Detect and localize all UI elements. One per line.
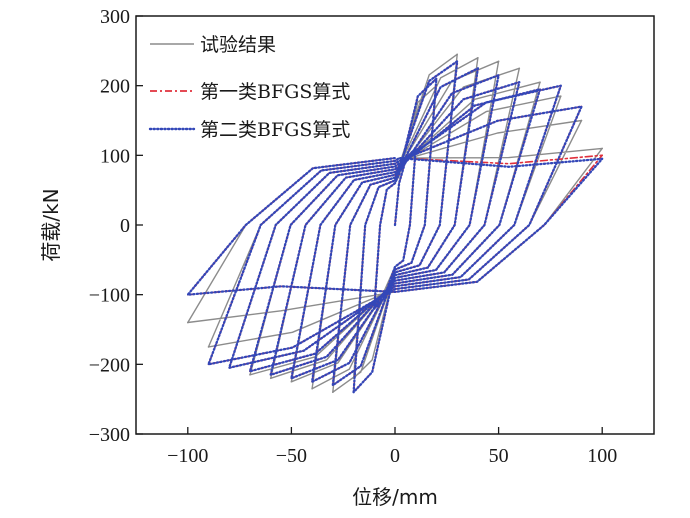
x-tick-label: −50 bbox=[276, 445, 307, 467]
peak-point bbox=[497, 60, 500, 63]
peak-point bbox=[601, 147, 603, 150]
y-tick-label: 300 bbox=[100, 6, 130, 28]
y-tick-label: −100 bbox=[89, 285, 130, 307]
valley-point bbox=[373, 307, 376, 310]
valley-point bbox=[290, 377, 293, 380]
peak-point bbox=[601, 158, 603, 160]
valley-point bbox=[249, 370, 251, 373]
peak-point bbox=[477, 67, 479, 70]
valley-point bbox=[332, 391, 334, 394]
y-axis: 300 200 100 0 −100 −200 −300 bbox=[89, 6, 143, 446]
y-tick-label: −200 bbox=[89, 354, 130, 376]
valley-point bbox=[290, 380, 293, 383]
legend-label-test: 试验结果 bbox=[200, 34, 276, 56]
peak-point bbox=[580, 119, 583, 122]
y-tick-label: −300 bbox=[89, 424, 130, 446]
valley-point bbox=[311, 387, 313, 390]
legend-label-bfgs2: 第二类BFGS算式 bbox=[200, 119, 350, 141]
valley-point bbox=[187, 321, 189, 324]
valley-point bbox=[332, 384, 334, 387]
x-tick-label: 0 bbox=[390, 445, 400, 467]
peak-point bbox=[559, 95, 562, 97]
y-axis-label: 荷载/kN bbox=[39, 188, 63, 261]
valley-point bbox=[269, 373, 272, 376]
valley-point bbox=[207, 346, 210, 348]
valley-point bbox=[207, 363, 210, 366]
series-line-2 bbox=[186, 60, 604, 394]
peak-point bbox=[539, 88, 541, 90]
peak-point bbox=[435, 77, 438, 80]
valley-point bbox=[249, 373, 251, 376]
peak-point bbox=[497, 74, 500, 77]
x-tick-label: 50 bbox=[489, 445, 509, 467]
peak-point bbox=[580, 105, 583, 108]
series-line-1 bbox=[187, 60, 603, 393]
peak-point bbox=[456, 53, 458, 56]
valley-point bbox=[311, 380, 313, 383]
x-tick-label: 100 bbox=[587, 445, 617, 467]
valley-point bbox=[228, 367, 231, 369]
y-tick-label: 200 bbox=[100, 76, 130, 98]
valley-point bbox=[269, 377, 272, 380]
peak-point bbox=[414, 147, 417, 150]
valley-point bbox=[352, 391, 355, 394]
peak-point bbox=[601, 154, 603, 157]
y-tick-label: 0 bbox=[120, 215, 130, 237]
peak-point bbox=[477, 57, 479, 59]
peak-point bbox=[518, 67, 521, 70]
peak-point bbox=[539, 81, 541, 83]
peak-point bbox=[456, 60, 458, 63]
plot-area bbox=[186, 53, 604, 394]
x-tick-label: −100 bbox=[167, 445, 208, 467]
x-axis-label: 位移/mm bbox=[352, 485, 438, 509]
peak-point bbox=[559, 84, 562, 87]
legend: 试验结果 第一类BFGS算式 第二类BFGS算式 bbox=[148, 34, 350, 141]
y-tick-label: 100 bbox=[100, 145, 130, 167]
peak-point bbox=[518, 81, 521, 83]
valley-point bbox=[187, 293, 189, 296]
x-axis: −100 −50 0 50 100 bbox=[167, 427, 617, 467]
legend-label-bfgs1: 第一类BFGS算式 bbox=[200, 81, 350, 103]
